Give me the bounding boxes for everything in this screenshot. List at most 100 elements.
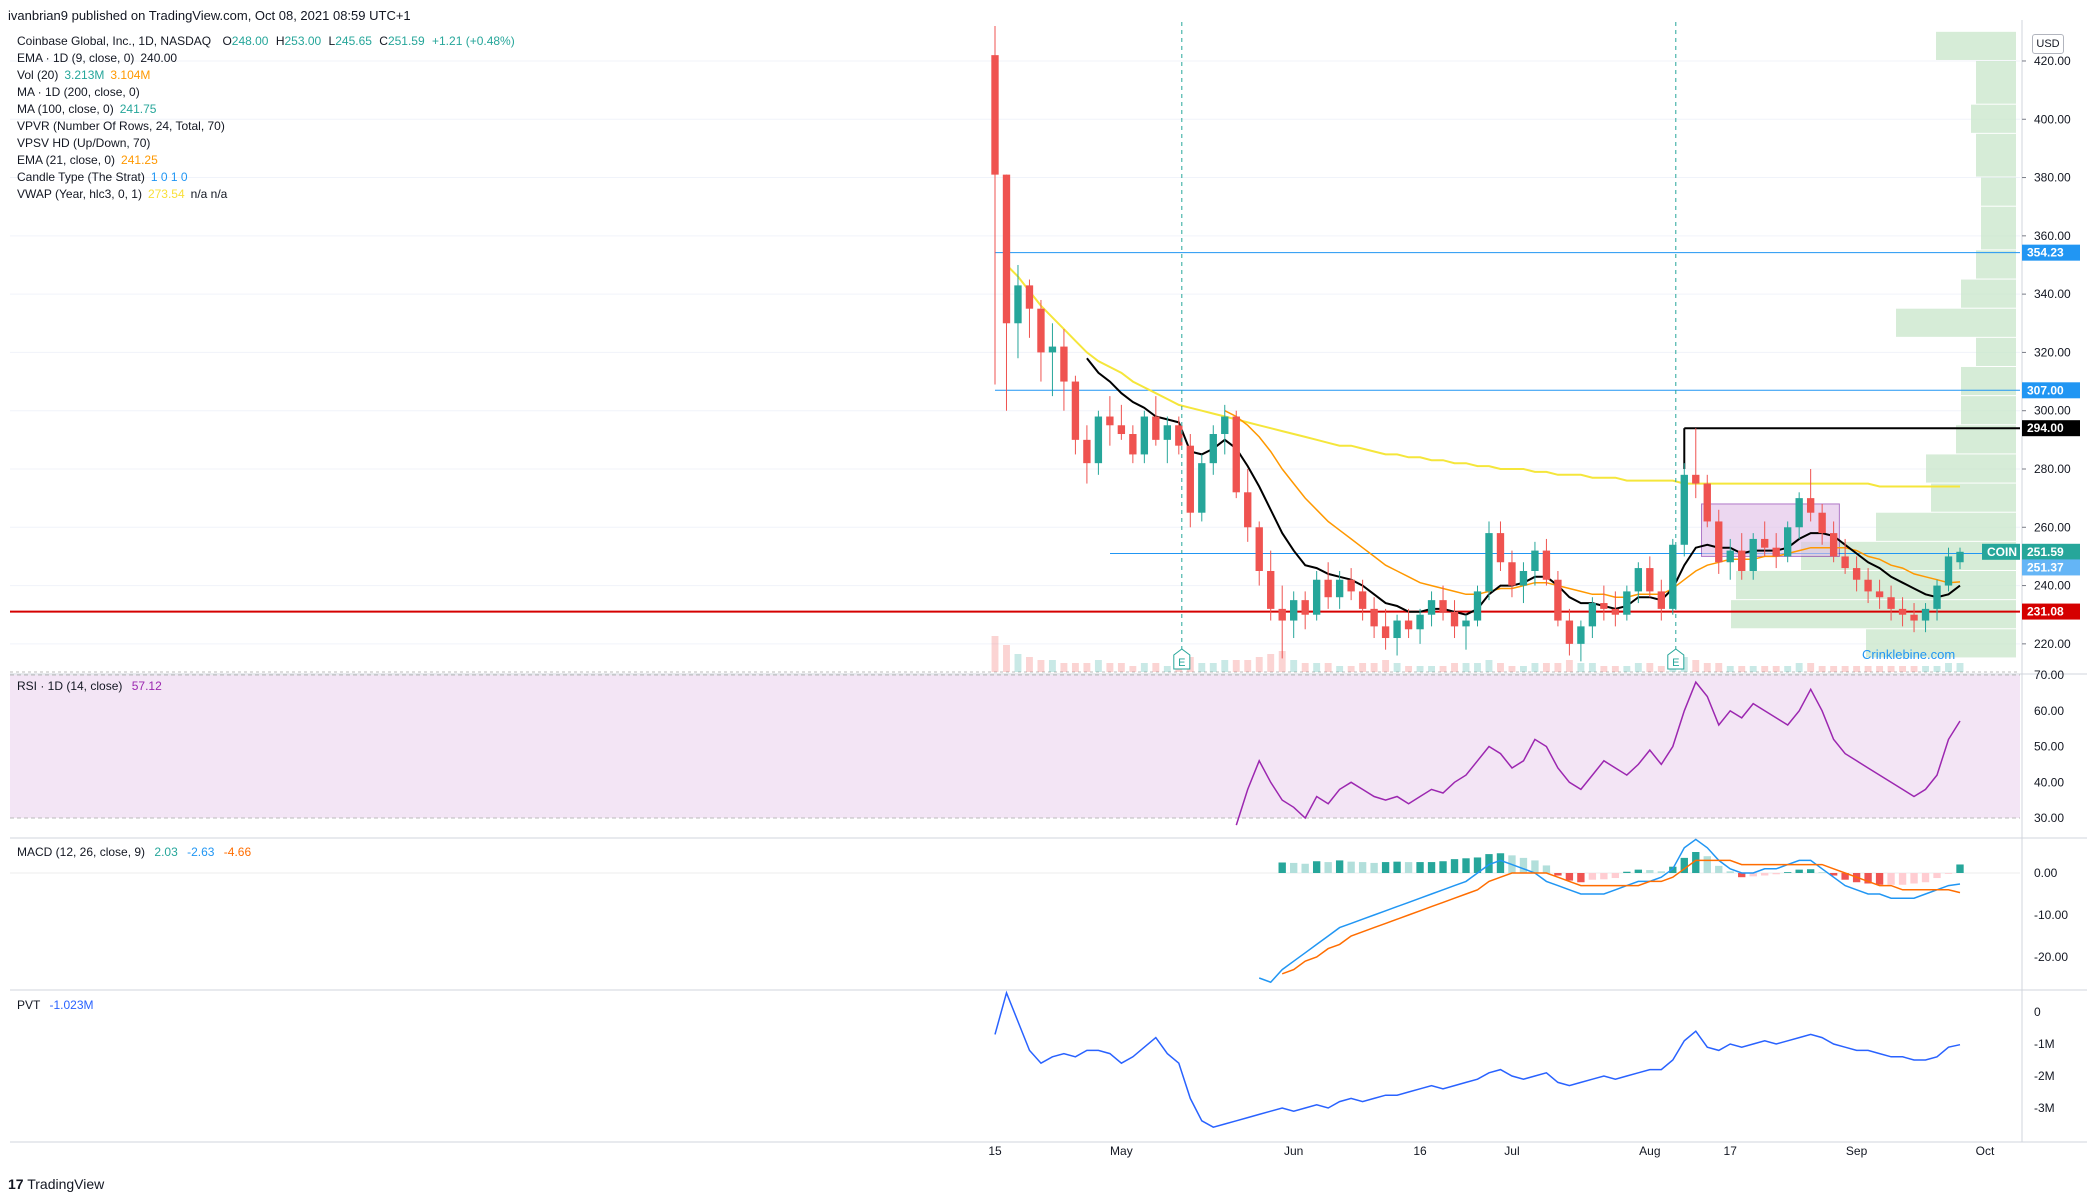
volume-bar bbox=[1003, 645, 1010, 672]
volume-bar bbox=[1439, 666, 1447, 672]
indicator-name: Vol (20) bbox=[17, 68, 59, 82]
volume-profile-row bbox=[1961, 366, 2016, 396]
macd-histogram-bar bbox=[1462, 858, 1470, 873]
candle-body bbox=[1646, 568, 1654, 592]
volume-profile-row bbox=[1931, 483, 2016, 512]
volume-bar bbox=[1209, 663, 1217, 672]
indicator-value: 3.213M bbox=[64, 68, 105, 82]
candle-body bbox=[1301, 600, 1309, 615]
candle-body bbox=[1565, 620, 1574, 644]
macd-legend[interactable]: MACD (12, 26, close, 9) 2.03 -2.63 -4.66 bbox=[17, 845, 251, 859]
indicator-name: EMA · 1D (9, close, 0) bbox=[17, 51, 135, 65]
volume-bar bbox=[1048, 660, 1056, 672]
currency-badge[interactable]: USD bbox=[2032, 34, 2064, 54]
volume-bar bbox=[1152, 663, 1160, 672]
indicator-legend-row[interactable]: VPVR (Number Of Rows, 24, Total, 70) bbox=[17, 119, 225, 133]
indicator-legend-row[interactable]: VWAP (Year, hlc3, 0, 1) 273.54 n/a n/a bbox=[17, 187, 227, 201]
price-tick-label: 220.00 bbox=[2034, 637, 2071, 651]
earnings-badge bbox=[1173, 648, 1191, 670]
candle-body bbox=[1221, 416, 1229, 435]
price-tag-bg bbox=[2022, 382, 2080, 399]
candle-body bbox=[1772, 547, 1780, 557]
price-tick-label: 260.00 bbox=[2034, 520, 2071, 534]
candle-body bbox=[1887, 597, 1895, 609]
volume-bar bbox=[1129, 666, 1137, 672]
indicator-legend-row[interactable]: Candle Type (The Strat) 1 0 1 0 bbox=[17, 170, 188, 184]
rsi-legend[interactable]: RSI · 1D (14, close) 57.12 bbox=[17, 679, 162, 693]
volume-bar bbox=[1474, 663, 1481, 672]
price-axis[interactable]: 220.00 240.00 260.00 280.00 300.00 320.00 340.… bbox=[2022, 54, 2071, 1115]
macd-histogram-bar bbox=[1312, 861, 1321, 873]
candle-body bbox=[1312, 579, 1321, 615]
indicator-value-2: 3.104M bbox=[110, 68, 151, 82]
macd-histogram-bar bbox=[1324, 862, 1332, 873]
price-tick-label: 300.00 bbox=[2034, 404, 2071, 418]
volume-bar bbox=[1807, 663, 1815, 672]
indicator-legend-row[interactable]: EMA · 1D (9, close, 0) 240.00 bbox=[17, 51, 177, 65]
volume-bar bbox=[1657, 666, 1665, 672]
pvt-value: -1.023M bbox=[49, 998, 94, 1012]
volume-profile-row bbox=[1731, 600, 2016, 629]
volume-bar bbox=[1611, 666, 1619, 672]
indicator-legend-row[interactable]: Vol (20) 3.213M 3.104M bbox=[17, 68, 150, 82]
rsi-value: 57.12 bbox=[131, 679, 162, 693]
macd-histogram-bar bbox=[1290, 862, 1298, 873]
volume-bar bbox=[1037, 660, 1045, 672]
macd-histogram-bar bbox=[1450, 859, 1459, 873]
candle-body bbox=[1025, 285, 1034, 309]
volume-bar bbox=[1382, 660, 1390, 672]
volume-bar bbox=[1497, 663, 1504, 672]
candle-body bbox=[1921, 608, 1930, 621]
indicator-name: MA · 1D (200, close, 0) bbox=[17, 85, 140, 99]
macd-histogram-bar bbox=[1657, 871, 1665, 873]
volume-bar bbox=[1313, 663, 1321, 672]
volume-bar bbox=[1336, 666, 1344, 672]
candle-body bbox=[1841, 556, 1849, 569]
candle-body bbox=[1186, 445, 1194, 513]
rsi-tick-label: 30.00 bbox=[2034, 811, 2064, 825]
price-tag-bg bbox=[2022, 244, 2080, 261]
macd-histogram-bar bbox=[1875, 873, 1884, 885]
indicator-legend-row[interactable]: EMA (21, close, 0) 241.25 bbox=[17, 153, 158, 167]
indicator-name: VPSV HD (Up/Down, 70) bbox=[17, 136, 151, 150]
candle-body bbox=[1083, 439, 1091, 464]
price-tag-bg bbox=[2022, 559, 2080, 576]
tradingview-logo[interactable]: 17 TradingView bbox=[8, 1176, 104, 1192]
indicator-legend-row[interactable]: MA · 1D (200, close, 0) bbox=[17, 85, 140, 99]
macd-histogram-bar bbox=[1921, 873, 1930, 883]
main-legend[interactable]: Coinbase Global, Inc., 1D, NASDAQ O248.0… bbox=[17, 34, 515, 48]
macd-histogram-bar bbox=[1703, 856, 1711, 873]
candle-body bbox=[1588, 603, 1597, 627]
indicator-legend-row[interactable]: MA (100, close, 0) 241.75 bbox=[17, 102, 156, 116]
indicator-value-2: n/a n/a bbox=[190, 187, 228, 201]
price-tick-label: 420.00 bbox=[2034, 54, 2071, 68]
volume-bar bbox=[1945, 663, 1952, 672]
candle-body bbox=[1933, 585, 1941, 609]
indicator-value: 273.54 bbox=[147, 187, 185, 201]
time-axis[interactable]: 15 May Jun 16 Jul Aug 17 Sep Oct bbox=[988, 1144, 1995, 1158]
price-tick-label: 320.00 bbox=[2034, 345, 2071, 359]
candle-body bbox=[1726, 550, 1734, 563]
volume-profile-row bbox=[1981, 177, 2016, 206]
candle-body bbox=[1818, 512, 1826, 534]
indicator-value: 241.75 bbox=[119, 102, 157, 116]
candle-body bbox=[1956, 551, 1964, 563]
candle-body bbox=[1829, 533, 1838, 557]
indicator-legend-row[interactable]: VPSV HD (Up/Down, 70) bbox=[17, 136, 150, 150]
price-tick-label: 280.00 bbox=[2034, 462, 2071, 476]
candle-body bbox=[1244, 492, 1252, 528]
macd-histogram-bar bbox=[1944, 873, 1953, 874]
candle-body bbox=[1875, 591, 1884, 598]
pvt-legend[interactable]: PVT -1.023M bbox=[17, 998, 94, 1012]
candle-body bbox=[1255, 527, 1263, 571]
candle-body bbox=[1278, 608, 1286, 621]
volume-profile bbox=[1731, 31, 2016, 658]
pvt-line bbox=[994, 990, 1961, 1129]
macd-tick-label: -20.00 bbox=[2034, 950, 2068, 964]
earnings-letter: E bbox=[1178, 657, 1185, 669]
volume-bar bbox=[1026, 657, 1033, 672]
macd-tick-label: -10.00 bbox=[2034, 908, 2068, 922]
macd-line-value: -2.63 bbox=[187, 845, 215, 859]
